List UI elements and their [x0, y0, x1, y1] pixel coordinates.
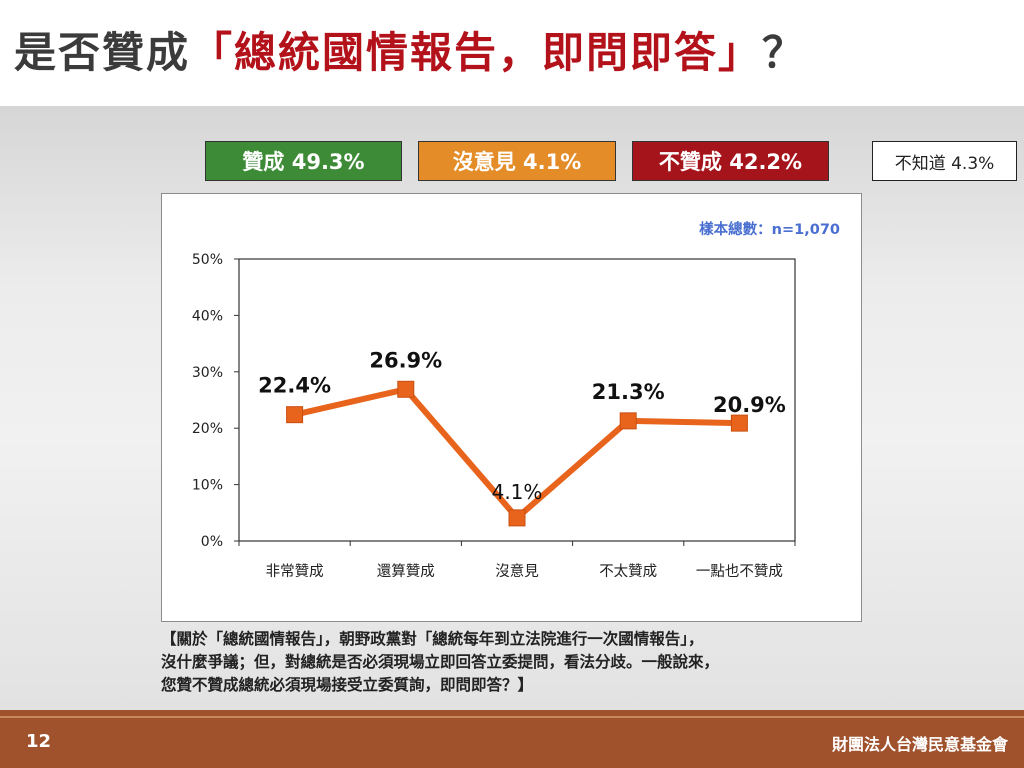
data-value-label: 26.9%	[369, 348, 442, 372]
title-part-1: 是否贊成	[14, 28, 191, 77]
y-tick-label: 0%	[201, 534, 223, 550]
plot-area-border	[238, 258, 796, 542]
question-line: 沒什麼爭議；但，對總統是否必須現場立即回答立委提問，看法分歧。一般說來，	[161, 653, 720, 671]
disagree-summary-box: 不贊成 42.2%	[632, 141, 829, 181]
x-category-label: 非常贊成	[266, 563, 324, 580]
question-line: 您贊不贊成總統必須現場接受立委質詢，即問即答？】	[161, 676, 534, 694]
y-tick-label: 40%	[192, 308, 223, 324]
sample-size-label: 樣本總數：n=1,070	[699, 220, 840, 238]
y-tick-label: 50%	[192, 252, 223, 268]
page-number: 12	[26, 731, 52, 752]
data-point	[397, 380, 415, 398]
x-category-label: 不太贊成	[599, 563, 657, 580]
agree-summary-box: 贊成 49.3%	[205, 141, 402, 181]
chart-frame: 樣本總數：n=1,070 0% 10% 20% 30% 40% 50% 非常贊成 還算贊成 沒意…	[161, 193, 862, 622]
footer-bar	[0, 710, 1024, 768]
y-tick-label: 20%	[192, 421, 223, 437]
question-line: 【關於「總統國情報告」，朝野政黨對「總統每年到立法院進行一次國情報告」，	[161, 630, 704, 648]
survey-question: 【關於「總統國情報告」，朝野政黨對「總統每年到立法院進行一次國情報告」， 沒什麼…	[161, 628, 901, 697]
unknown-summary-box: 不知道 4.3%	[872, 141, 1017, 181]
data-point	[619, 412, 637, 430]
title-part-2: 「總統國情報告，即問即答」	[190, 28, 763, 77]
data-value-label: 21.3%	[592, 380, 665, 404]
title-part-3: ？	[762, 28, 807, 77]
data-point	[286, 406, 304, 424]
x-category-label: 還算贊成	[377, 563, 435, 580]
data-value-label: 22.4%	[258, 374, 331, 398]
data-value-label: 4.1%	[492, 480, 543, 504]
y-tick-label: 30%	[192, 365, 223, 381]
y-tick-label: 10%	[192, 478, 223, 494]
data-point	[508, 509, 526, 527]
x-category-label: 沒意見	[495, 562, 539, 580]
x-category-label: 一點也不贊成	[696, 563, 783, 580]
data-value-label: 20.9%	[713, 393, 786, 417]
line-chart: 樣本總數：n=1,070 0% 10% 20% 30% 40% 50% 非常贊成 還算贊成 沒意…	[192, 220, 840, 580]
footer-divider	[0, 716, 1024, 718]
neutral-summary-box: 沒意見 4.1%	[418, 141, 616, 181]
organization-name: 財團法人台灣民意基金會	[831, 735, 1008, 754]
data-point	[730, 414, 748, 432]
page-title: 是否贊成「總統國情報告，即問即答」？	[14, 18, 806, 88]
